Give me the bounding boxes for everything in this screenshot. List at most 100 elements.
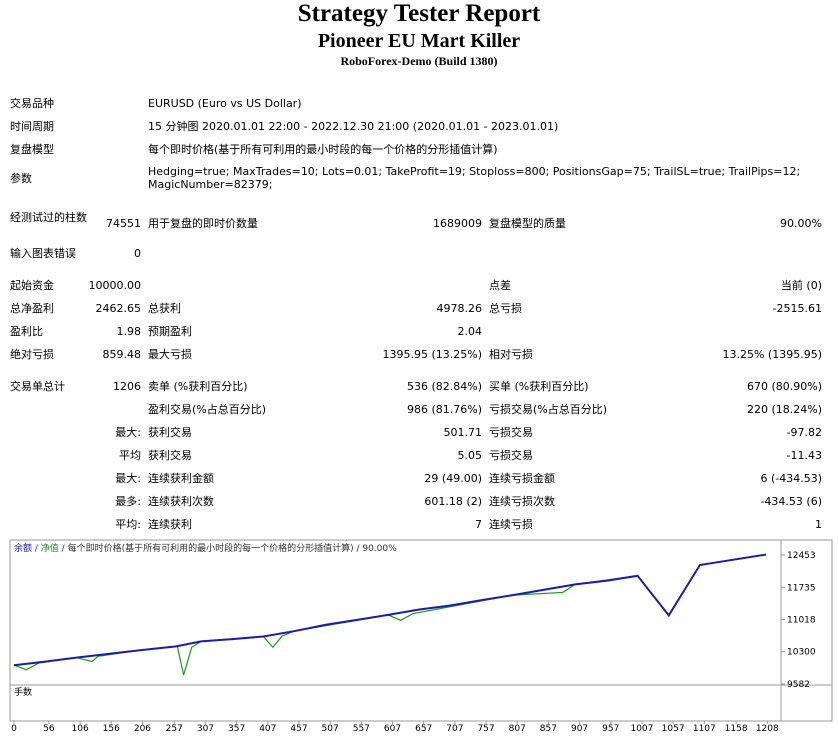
stat-value: 1206 <box>113 380 141 393</box>
stat-value: -97.82 <box>786 426 822 439</box>
y-tick-label: 10300 <box>787 648 816 658</box>
series-line <box>13 553 767 667</box>
stat-label: 点差 <box>489 279 511 292</box>
stat-label: 起始资金 <box>10 279 54 292</box>
stat-value: 最大: <box>115 426 141 439</box>
info-value: Hedging=true; MaxTrades=10; Lots=0.01; T… <box>148 165 801 191</box>
x-tick-label: 807 <box>509 724 526 734</box>
x-tick-label: 106 <box>72 724 89 734</box>
stat-label: 预期盈利 <box>148 325 192 338</box>
stat-value: 1 <box>815 518 822 531</box>
info-label: 复盘模型 <box>10 143 54 156</box>
stat-value: 220 (18.24%) <box>746 403 822 416</box>
stat-label: 连续获利金额 <box>148 472 214 485</box>
x-tick-label: 557 <box>353 724 370 734</box>
x-tick-label: 957 <box>602 724 619 734</box>
stat-label: 用于复盘的即时价数量 <box>148 217 258 230</box>
separator: / <box>59 544 68 554</box>
stat-value: 670 (80.90%) <box>746 380 822 393</box>
stat-label: 获利交易 <box>148 449 192 462</box>
server: RoboForex-Demo (Build 1380) <box>340 54 498 68</box>
y-tick-label: 12453 <box>787 551 816 561</box>
stat-value: 4978.26 <box>436 302 483 315</box>
stat-label: 相对亏损 <box>489 348 533 361</box>
x-tick-label: 0 <box>11 724 17 734</box>
title: Strategy Tester Report <box>297 0 541 27</box>
y-tick-label: 11018 <box>787 615 816 625</box>
stat-value: 74551 <box>106 217 141 230</box>
info-value: 每个即时价格(基于所有可利用的最小时段的每一个价格的分形插值计算) <box>148 143 498 156</box>
stat-value: 13.25% (1395.95) <box>722 348 822 361</box>
stat-value: 当前 (0) <box>780 279 822 292</box>
separator: / <box>354 544 363 554</box>
model-text: 每个即时价格(基于所有可利用的最小时段的每一个价格的分形插值计算) <box>68 542 354 554</box>
stat-label: 复盘模型的质量 <box>489 217 566 230</box>
x-tick-label: 307 <box>197 724 214 734</box>
separator: / <box>32 544 41 554</box>
stat-value: 1.98 <box>116 325 142 338</box>
stat-value: 最多: <box>115 495 141 508</box>
x-tick-label: 507 <box>322 724 339 734</box>
x-tick-label: 607 <box>384 724 401 734</box>
x-tick-label: 707 <box>446 724 463 734</box>
x-tick-label: 457 <box>290 724 307 734</box>
stat-label: 亏损交易 <box>489 449 533 462</box>
stat-value: -2515.61 <box>772 302 822 315</box>
stat-label: 亏损交易 <box>489 426 533 439</box>
x-tick-label: 757 <box>477 724 494 734</box>
stat-label: 输入图表错误 <box>10 247 76 260</box>
stat-value: 29 (49.00) <box>424 472 482 485</box>
info-label: 参数 <box>10 172 32 185</box>
stat-label: 交易单总计 <box>10 380 65 393</box>
stat-value: -434.53 (6) <box>760 495 822 508</box>
stat-value: 7 <box>475 518 482 531</box>
x-tick-label: 1208 <box>756 724 779 734</box>
stat-value: 90.00% <box>780 217 822 230</box>
volume-label: 手数 <box>14 686 32 698</box>
info-label: 交易品种 <box>10 97 54 110</box>
stat-value: 2462.65 <box>95 302 142 315</box>
x-tick-label: 257 <box>166 724 183 734</box>
x-tick-label: 156 <box>103 724 120 734</box>
stat-label: 连续亏损金额 <box>489 472 555 485</box>
stat-label: 盈利交易(%占总百分比) <box>148 403 267 416</box>
x-tick-label: 1107 <box>693 724 716 734</box>
x-tick-label: 1007 <box>630 724 653 734</box>
stat-label: 盈利比 <box>10 325 43 338</box>
stat-value: 1395.95 (13.25%) <box>382 348 482 361</box>
x-tick-label: 1158 <box>725 724 748 734</box>
stat-label: 连续获利次数 <box>148 495 214 508</box>
x-tick-label: 206 <box>134 724 151 734</box>
stat-value: 1689009 <box>433 217 482 230</box>
y-tick-label: 11735 <box>787 583 816 593</box>
stat-label: 绝对亏损 <box>10 348 54 361</box>
stat-label: 总获利 <box>148 302 181 315</box>
stat-label: 买单 (%获利百分比) <box>489 380 589 393</box>
x-tick-label: 857 <box>540 724 557 734</box>
stat-label: 连续亏损 <box>489 518 533 531</box>
legend-entry: 净值 <box>41 542 59 554</box>
stat-value: 平均: <box>115 518 141 531</box>
stat-label: 最大亏损 <box>148 348 192 361</box>
info-label: 时间周期 <box>10 120 54 133</box>
stat-value: 986 (81.76%) <box>406 403 482 416</box>
x-tick-label: 407 <box>259 724 276 734</box>
stat-value: -11.43 <box>786 449 822 462</box>
stat-label: 连续获利 <box>148 518 192 531</box>
x-tick-label: 1057 <box>662 724 685 734</box>
x-tick-label: 357 <box>228 724 245 734</box>
legend-entry: 余额 <box>14 542 32 554</box>
stat-label: 总亏损 <box>489 302 522 315</box>
stat-value: 2.04 <box>457 325 483 338</box>
stat-label: 连续亏损次数 <box>489 495 555 508</box>
stat-label: 获利交易 <box>148 426 192 439</box>
y-tick-label: 9582 <box>787 680 810 690</box>
stat-value: 501.71 <box>443 426 483 439</box>
info-value: 15 分钟图 2020.01.01 22:00 - 2022.12.30 21:… <box>148 120 559 133</box>
stat-value: 6 (-434.53) <box>760 472 822 485</box>
stat-value: 601.18 (2) <box>424 495 482 508</box>
stat-value: 5.05 <box>457 449 483 462</box>
subtitle: Pioneer EU Mart Killer <box>317 30 521 52</box>
